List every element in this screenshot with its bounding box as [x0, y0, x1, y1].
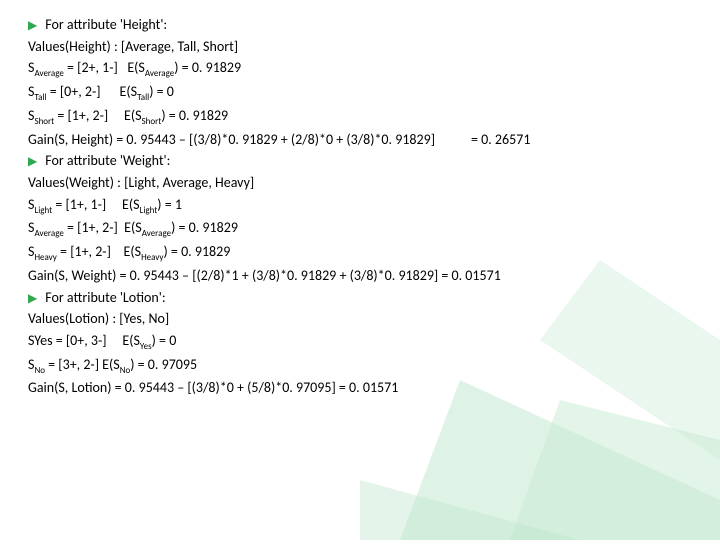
- height-gain: Gain(S, Height) = 0. 95443 – [(3/8)*0. 9…: [28, 129, 700, 151]
- weight-s-heavy: SHeavy = [1+, 2-] E(SHeavy) = 0. 91829: [28, 241, 700, 265]
- weight-title-text: For attribute 'Weight':: [45, 152, 170, 169]
- lotion-title: ▶ For attribute 'Lotion':: [28, 287, 700, 309]
- height-title-text: For attribute 'Height':: [45, 16, 167, 33]
- lotion-gain: Gain(S, Lotion) = 0. 95443 – [(3/8)*0 + …: [28, 377, 700, 399]
- bullet-icon: ▶: [28, 290, 37, 309]
- weight-values: Values(Weight) : [Light, Average, Heavy]: [28, 172, 700, 194]
- weight-gain: Gain(S, Weight) = 0. 95443 – [(2/8)*1 + …: [28, 265, 700, 287]
- height-s-short: SShort = [1+, 2-] E(SShort) = 0. 91829: [28, 105, 700, 129]
- bullet-icon: ▶: [28, 153, 37, 172]
- weight-s-light: SLight = [1+, 1-] E(SLight) = 1: [28, 194, 700, 218]
- lotion-title-text: For attribute 'Lotion':: [45, 289, 165, 306]
- weight-title: ▶ For attribute 'Weight':: [28, 150, 700, 172]
- height-s-average: SAverage = [2+, 1-] E(SAverage) = 0. 918…: [28, 57, 700, 81]
- weight-s-average: SAverage = [1+, 2-] E(SAverage) = 0. 918…: [28, 217, 700, 241]
- height-s-tall: STall = [0+, 2-] E(STall) = 0: [28, 81, 700, 105]
- lotion-values: Values(Lotion) : [Yes, No]: [28, 308, 700, 330]
- bullet-icon: ▶: [28, 17, 37, 36]
- lotion-s-yes: SYes = [0+, 3-] E(SYes) = 0: [28, 330, 700, 354]
- height-title: ▶ For attribute 'Height':: [28, 14, 700, 36]
- height-values: Values(Height) : [Average, Tall, Short]: [28, 36, 700, 58]
- lotion-s-no: SNo = [3+, 2-] E(SNo) = 0. 97095: [28, 354, 700, 378]
